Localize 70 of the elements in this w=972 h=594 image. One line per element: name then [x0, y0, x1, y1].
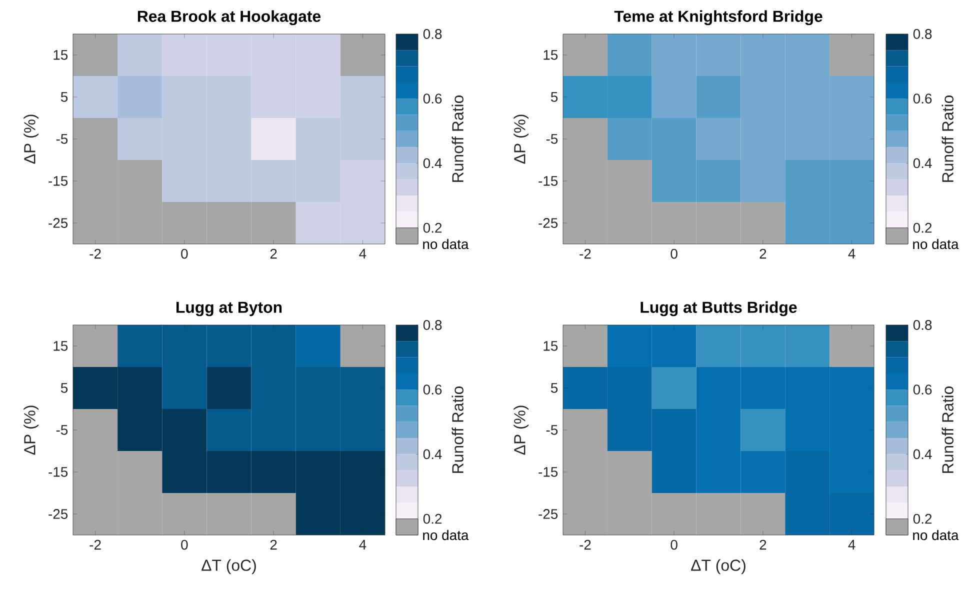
y-tick-label: 5 — [60, 92, 68, 102]
y-tick-label: -15 — [538, 176, 558, 186]
x-tick-label: -2 — [90, 540, 101, 550]
y-tick-label: 5 — [550, 383, 558, 393]
y-tick-label: -5 — [546, 425, 558, 435]
color-bar-label: 0.4 — [423, 158, 442, 168]
x-tick-label: 2 — [270, 540, 277, 550]
y-tick-label: -15 — [48, 467, 68, 477]
x-tick-label: 2 — [760, 540, 766, 550]
y-tick-label: 15 — [54, 50, 68, 60]
y-tick-label: -25 — [48, 218, 68, 228]
y-tick-label: -15 — [48, 176, 68, 186]
y-tick-label: 5 — [60, 383, 68, 393]
x-tick-label: 4 — [359, 540, 366, 550]
text: no data — [913, 530, 959, 540]
y-tick-label: -5 — [56, 134, 68, 144]
color-bar-label: 0.8 — [913, 29, 932, 39]
x-tick-label: 4 — [848, 248, 856, 258]
x-axis-title: ΔT (oC) — [202, 559, 256, 574]
y-tick-label: 5 — [550, 92, 558, 102]
color-bar-title: Runoff Ratio — [452, 386, 464, 473]
x-tick-label: 2 — [760, 248, 766, 259]
chart-title: Lugg at Byton — [176, 302, 282, 316]
color-bar-label: 0.2 — [913, 514, 932, 524]
color-bar-label: 0.8 — [913, 320, 932, 330]
color-bar-label: 0.4 — [423, 449, 442, 460]
x-tick-label: 0 — [181, 248, 188, 259]
x-tick-label: 0 — [670, 540, 678, 550]
text: no data — [423, 530, 469, 540]
chart-title: Rea Brook at Hookagate — [138, 10, 321, 26]
y-tick-label: 15 — [544, 341, 558, 351]
y-axis-title: ΔP (%) — [514, 114, 528, 164]
y-tick-label: -25 — [538, 509, 558, 519]
chart-title: Lugg at Butts Bridge — [640, 301, 797, 316]
color-bar-label: 0.8 — [423, 29, 442, 39]
x-tick-label: 0 — [670, 248, 678, 259]
color-bar-label: 0.6 — [913, 94, 932, 104]
color-bar-title: Runoff Ratio — [942, 386, 954, 473]
y-axis-title: ΔP (%) — [24, 114, 38, 164]
color-bar-label: 0.8 — [423, 320, 442, 330]
color-bar-label: 0.2 — [423, 222, 442, 233]
y-tick-label: 15 — [544, 50, 558, 60]
x-tick-label: 0 — [181, 540, 188, 550]
y-tick-label: -25 — [538, 218, 558, 228]
x-tick-label: -2 — [580, 248, 591, 259]
y-tick-label: -5 — [546, 134, 558, 144]
text: no data — [913, 238, 959, 250]
x-tick-label: 4 — [359, 248, 366, 258]
color-bar-label: 0.4 — [913, 449, 932, 460]
y-tick-label: -15 — [538, 467, 558, 477]
y-tick-label: -5 — [56, 425, 68, 435]
x-tick-label: -2 — [90, 248, 101, 259]
color-bar-title: Runoff Ratio — [942, 96, 954, 182]
x-tick-label: -2 — [580, 540, 591, 550]
text: no data — [423, 238, 469, 250]
y-axis-title: ΔP (%) — [514, 406, 528, 455]
color-bar-label: 0.4 — [913, 158, 932, 168]
color-bar-label: 0.2 — [423, 514, 442, 524]
y-tick-label: 15 — [54, 341, 68, 351]
x-axis-title: ΔT (oC) — [691, 559, 746, 574]
color-bar-label: 0.6 — [423, 94, 442, 104]
color-bar-label: 0.6 — [423, 384, 442, 395]
chart-title: Teme at Knightsford Bridge — [614, 10, 822, 26]
x-tick-label: 2 — [270, 248, 277, 259]
y-tick-label: -25 — [48, 509, 68, 519]
y-axis-title: ΔP (%) — [24, 406, 38, 455]
color-bar-title: Runoff Ratio — [452, 96, 464, 182]
color-bar-label: 0.2 — [913, 222, 932, 233]
x-tick-label: 4 — [848, 540, 856, 550]
color-bar-label: 0.6 — [913, 384, 932, 395]
